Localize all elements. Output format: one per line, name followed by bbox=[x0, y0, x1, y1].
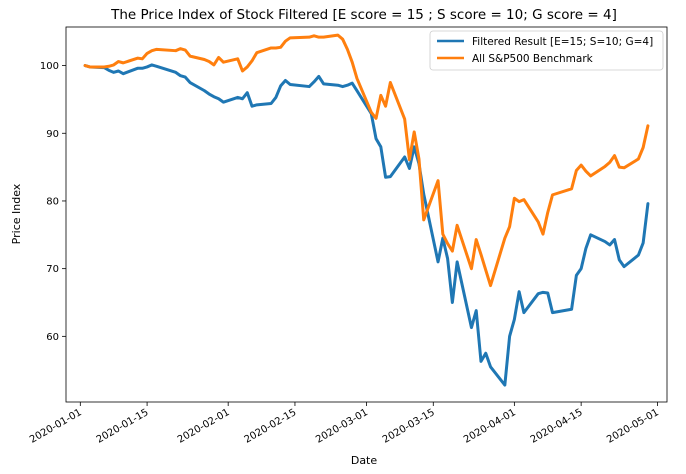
series-layer bbox=[83, 33, 650, 387]
series-line-benchmark bbox=[83, 33, 650, 288]
legend-label-filtered: Filtered Result [E=15; S=10; G=4] bbox=[472, 36, 653, 48]
plot-background bbox=[66, 27, 667, 402]
plot-area bbox=[65, 26, 668, 403]
y-axis: 60 70 80 90 100 bbox=[40, 61, 66, 343]
legend-box bbox=[429, 30, 664, 71]
y-axis-title: Price Index bbox=[10, 183, 23, 244]
y-tick-label: 80 bbox=[46, 196, 59, 207]
y-tick-label: 100 bbox=[40, 61, 59, 72]
x-axis-title: Date bbox=[351, 454, 378, 467]
chart-title: The Price Index of Stock Filtered [E sco… bbox=[110, 7, 617, 23]
legend-label-benchmark: All S&P500 Benchmark bbox=[472, 53, 594, 65]
y-tick-label: 90 bbox=[46, 129, 59, 140]
legend: Filtered Result [E=15; S=10; G=4] All S&… bbox=[429, 30, 664, 71]
series-line-filtered bbox=[83, 63, 650, 387]
y-tick-label: 60 bbox=[46, 332, 59, 343]
y-tick-label: 70 bbox=[46, 264, 59, 275]
